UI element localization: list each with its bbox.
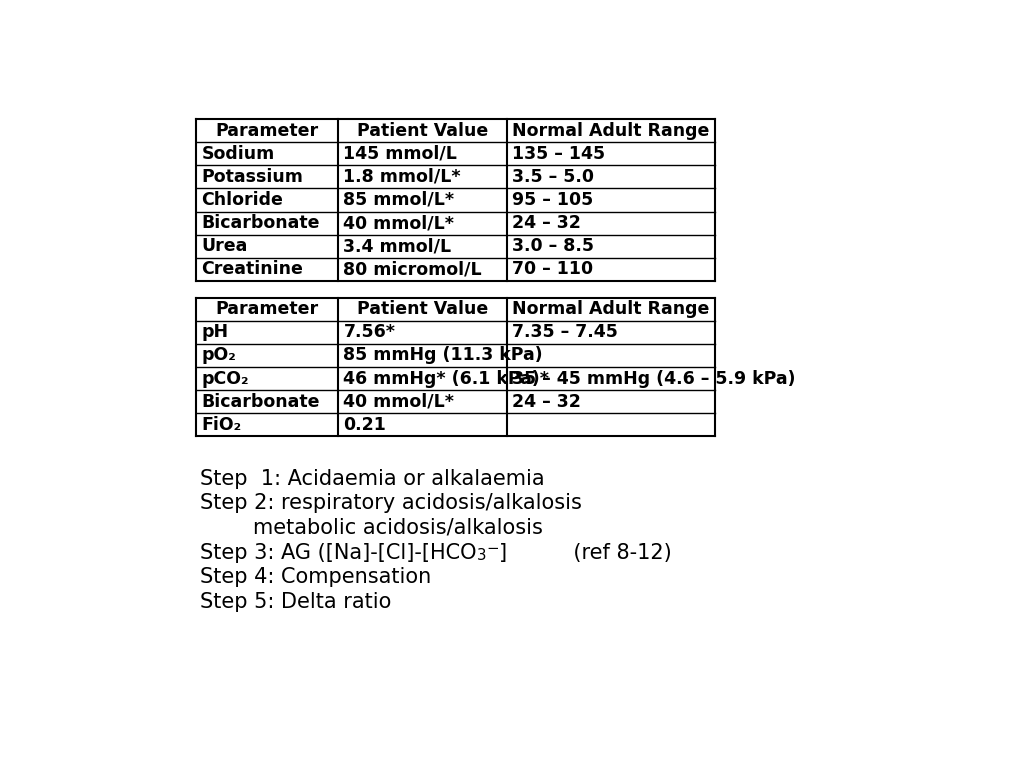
Text: metabolic acidosis/alkalosis: metabolic acidosis/alkalosis	[200, 518, 543, 538]
Text: pO₂: pO₂	[202, 346, 237, 365]
Text: 85 mmol/L*: 85 mmol/L*	[343, 191, 455, 209]
Text: Creatinine: Creatinine	[202, 260, 303, 278]
Text: 1.8 mmol/L*: 1.8 mmol/L*	[343, 168, 461, 186]
Text: 135 – 145: 135 – 145	[512, 144, 605, 163]
Text: −: −	[486, 541, 499, 556]
Text: 3.4 mmol/L: 3.4 mmol/L	[343, 237, 452, 255]
Text: Parameter: Parameter	[215, 300, 318, 318]
Text: 40 mmol/L*: 40 mmol/L*	[343, 392, 455, 411]
Text: Bicarbonate: Bicarbonate	[202, 214, 321, 232]
Text: pH: pH	[202, 323, 228, 342]
Text: Normal Adult Range: Normal Adult Range	[512, 121, 710, 140]
Bar	[197, 298, 715, 436]
Text: Chloride: Chloride	[202, 191, 284, 209]
Text: Patient Value: Patient Value	[357, 300, 488, 318]
Text: Parameter: Parameter	[215, 121, 318, 140]
Text: 95 – 105: 95 – 105	[512, 191, 594, 209]
Text: 24 – 32: 24 – 32	[512, 214, 582, 232]
Text: 3.5 – 5.0: 3.5 – 5.0	[512, 168, 594, 186]
Text: 24 – 32: 24 – 32	[512, 392, 582, 411]
Text: Step 4: Compensation: Step 4: Compensation	[200, 568, 431, 588]
Text: 80 micromol/L: 80 micromol/L	[343, 260, 482, 278]
Text: 3.0 – 8.5: 3.0 – 8.5	[512, 237, 594, 255]
Text: Bicarbonate: Bicarbonate	[202, 392, 321, 411]
Text: 85 mmHg (11.3 kPa): 85 mmHg (11.3 kPa)	[343, 346, 543, 365]
Text: Normal Adult Range: Normal Adult Range	[512, 300, 710, 318]
Text: Step 5: Delta ratio: Step 5: Delta ratio	[200, 592, 391, 612]
Text: pCO₂: pCO₂	[202, 369, 249, 388]
Text: 40 mmol/L*: 40 mmol/L*	[343, 214, 455, 232]
Text: Sodium: Sodium	[202, 144, 274, 163]
Text: 7.56*: 7.56*	[343, 323, 395, 342]
Text: Step  1: Acidaemia or alkalaemia: Step 1: Acidaemia or alkalaemia	[200, 468, 545, 488]
Text: 7.35 – 7.45: 7.35 – 7.45	[512, 323, 618, 342]
Text: 145 mmol/L: 145 mmol/L	[343, 144, 458, 163]
Text: Patient Value: Patient Value	[357, 121, 488, 140]
Bar	[197, 119, 715, 281]
Text: Step 3: AG ([Na]-[Cl]-[HCO: Step 3: AG ([Na]-[Cl]-[HCO	[200, 543, 476, 563]
Text: 3: 3	[476, 548, 486, 563]
Text: 70 – 110: 70 – 110	[512, 260, 594, 278]
Text: Urea: Urea	[202, 237, 248, 255]
Text: ]          (ref 8-12): ] (ref 8-12)	[499, 543, 672, 563]
Text: 35 – 45 mmHg (4.6 – 5.9 kPa): 35 – 45 mmHg (4.6 – 5.9 kPa)	[512, 369, 796, 388]
Text: 0.21: 0.21	[343, 415, 386, 434]
Text: 46 mmHg* (6.1 kPa)*: 46 mmHg* (6.1 kPa)*	[343, 369, 550, 388]
Text: Potassium: Potassium	[202, 168, 303, 186]
Text: Step 2: respiratory acidosis/alkalosis: Step 2: respiratory acidosis/alkalosis	[200, 493, 582, 513]
Text: FiO₂: FiO₂	[202, 415, 242, 434]
